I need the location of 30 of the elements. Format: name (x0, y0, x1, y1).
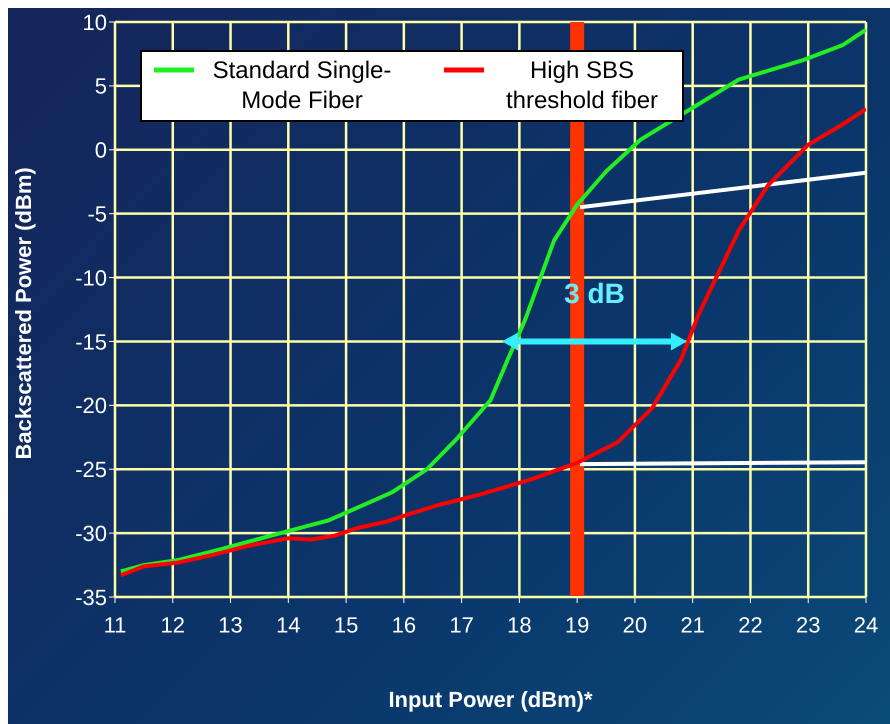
y-tick-label: -20 (75, 393, 107, 418)
y-tick-label: -5 (87, 201, 107, 226)
x-tick-label: 18 (507, 612, 532, 638)
x-tick-label: 14 (276, 612, 301, 638)
y-tick-label: -35 (75, 584, 107, 610)
legend-label: High SBS threshold fiber (504, 56, 660, 116)
legend-label: Standard Single-Mode Fiber (212, 56, 392, 116)
x-tick-label: 15 (334, 612, 358, 638)
x-tick-label: 13 (218, 612, 243, 638)
x-tick-label: 20 (622, 612, 648, 638)
y-tick-label: -10 (75, 265, 107, 290)
y-tick-label: 10 (82, 10, 107, 35)
x-tick-label: 22 (738, 612, 763, 638)
x-tick-label: 19 (564, 612, 590, 638)
y-tick-label: -25 (75, 457, 107, 482)
y-tick-label: 0 (94, 138, 107, 163)
y-tick-label: -15 (75, 329, 107, 354)
x-tick-label: 23 (796, 612, 820, 638)
x-tick-label: 17 (449, 612, 474, 638)
x-axis-title: Input Power (dBm)* (388, 687, 593, 712)
line-series (118, 106, 866, 578)
x-tick-label: 12 (160, 612, 186, 638)
y-tick-label: 5 (94, 74, 107, 99)
y-tick-label: -30 (75, 520, 107, 546)
x-tick-label: 24 (854, 612, 878, 638)
line-series (118, 28, 866, 574)
x-tick-label: 21 (680, 612, 705, 638)
x-tick-label: 11 (104, 612, 126, 638)
x-tick-label: 16 (392, 612, 416, 638)
y-axis-title: Backscattered Power (dBm) (10, 167, 36, 460)
